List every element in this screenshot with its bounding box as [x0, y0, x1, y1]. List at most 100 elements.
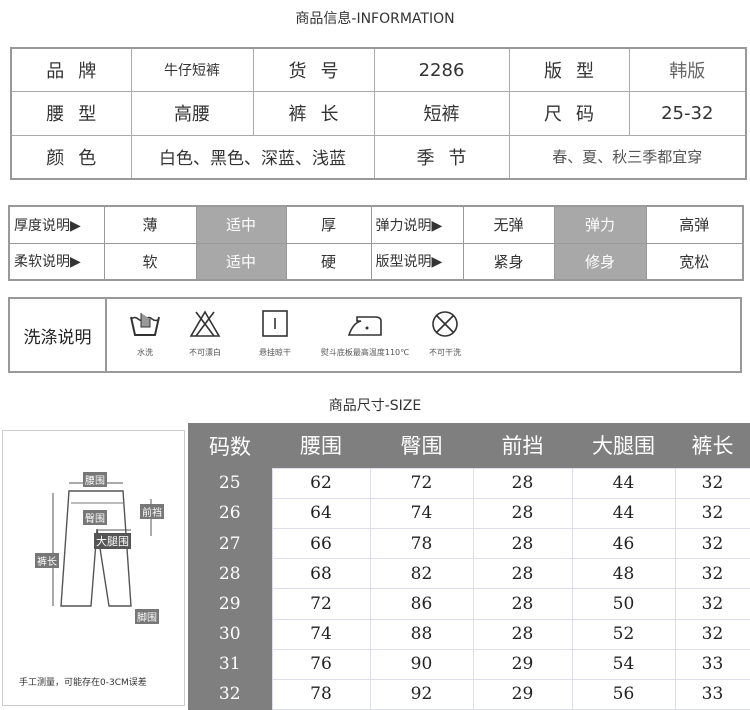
info-value: 高腰: [130, 91, 254, 136]
size-value-cell: 32: [674, 588, 750, 620]
size-row: 26 64 74 28 44 32: [188, 497, 750, 530]
attribute-option: 宽松: [645, 242, 744, 281]
info-label: 颜色: [10, 134, 132, 180]
size-value-cell: 28: [472, 588, 573, 620]
size-value-cell: 74: [271, 618, 371, 650]
measurement-diagram: 腰围 臀围 前裆 大腿围 裤长 脚围 手工测量，可能存在0-3CM误差: [2, 430, 185, 706]
attribute-option-selected: 修身: [553, 242, 647, 281]
info-label: 季节: [373, 134, 510, 180]
size-header-cell: 码数: [188, 423, 272, 469]
size-value-cell: 32: [674, 618, 750, 650]
size-value-cell: 33: [674, 678, 750, 710]
diagram-label-hem: 脚围: [135, 609, 159, 624]
attribute-option-selected: 适中: [195, 242, 287, 281]
wash-text: 悬挂晾干: [259, 348, 291, 357]
attribute-row: 厚度说明▶ 薄 适中 厚 弹力说明▶ 无弹 弹力 高弹: [8, 205, 744, 244]
wash-label: 洗涤说明: [10, 299, 107, 371]
size-value-cell: 32: [674, 467, 750, 499]
size-row: 25 62 72 28 44 32: [188, 467, 750, 499]
wash-item: 熨斗底板最高温度110℃: [310, 309, 420, 358]
size-table: 码数 腰围 臀围 前挡 大腿围 裤长 25 62 72 28 44 32 26 64 74 28 44 32 27…: [188, 423, 750, 710]
size-value-cell: 32: [674, 497, 750, 530]
size-code-cell: 29: [188, 588, 272, 620]
size-header-cell: 臀围: [370, 423, 473, 469]
product-info-table: 品牌 牛仔短裤 货号 2286 版型 韩版 腰型 高腰 裤长 短裤 尺码 25-…: [10, 47, 747, 180]
size-value-cell: 50: [571, 588, 676, 620]
diagram-label-length: 裤长: [35, 553, 59, 568]
thickness-label: 厚度说明▶: [8, 205, 105, 244]
size-value-cell: 56: [571, 678, 676, 710]
size-row: 29 72 86 28 50 32: [188, 588, 750, 620]
info-label: 尺码: [508, 91, 630, 136]
size-value-cell: 86: [369, 588, 474, 620]
size-value-cell: 76: [271, 648, 371, 680]
size-header-cell: 裤长: [675, 423, 750, 469]
info-value: 白色、黑色、深蓝、浅蓝: [130, 134, 375, 180]
size-value-cell: 90: [369, 648, 474, 680]
size-value-cell: 28: [472, 618, 573, 650]
size-value-cell: 78: [271, 678, 371, 710]
info-row: 腰型 高腰 裤长 短裤 尺码 25-32: [10, 91, 747, 136]
size-value-cell: 74: [369, 497, 474, 530]
diagram-label-waist: 腰围: [83, 472, 107, 487]
size-title: 商品尺寸-SIZE: [328, 398, 422, 414]
size-value-cell: 32: [674, 558, 750, 590]
info-label: 版型: [508, 47, 630, 93]
size-value-cell: 72: [369, 467, 474, 499]
attribute-option-selected: 弹力: [553, 205, 647, 244]
wash-text: 不可漂白: [189, 348, 221, 357]
size-value-cell: 62: [271, 467, 371, 499]
wash-item: 水洗: [95, 309, 195, 358]
size-value-cell: 28: [472, 467, 573, 499]
info-value: 2286: [373, 47, 510, 93]
iron-icon: [347, 316, 382, 336]
size-code-cell: 31: [188, 649, 272, 680]
size-value-cell: 64: [271, 497, 371, 530]
wash-instructions: 洗涤说明 水洗 不可漂白 悬挂晾干 熨斗底板最高温度110℃ 不可干洗: [8, 297, 742, 373]
info-value: 25-32: [628, 91, 747, 136]
info-row: 品牌 牛仔短裤 货号 2286 版型 韩版: [10, 47, 747, 93]
wash-text: 水洗: [137, 348, 153, 357]
size-header-row: 码数 腰围 臀围 前挡 大腿围 裤长: [188, 423, 750, 469]
size-value-cell: 82: [369, 558, 474, 590]
size-code-cell: 30: [188, 619, 272, 650]
size-value-cell: 92: [369, 678, 474, 710]
info-label: 品牌: [10, 47, 132, 93]
info-value: 春、夏、秋三季都宜穿: [508, 134, 747, 180]
attribute-option-selected: 适中: [195, 205, 287, 244]
size-value-cell: 44: [571, 497, 676, 530]
diagram-label-thigh: 大腿围: [94, 533, 131, 549]
attribute-option: 紧身: [462, 242, 555, 281]
size-value-cell: 48: [571, 558, 676, 590]
info-label: 货号: [252, 47, 375, 93]
size-value-cell: 28: [472, 497, 573, 530]
pants-diagram: [52, 482, 152, 607]
size-value-cell: 52: [571, 618, 676, 650]
size-value-cell: 88: [369, 618, 474, 650]
attribute-option: 厚: [285, 205, 372, 244]
wash-item: 悬挂晾干: [225, 309, 325, 358]
hand-wash-icon: [130, 313, 160, 336]
attribute-table: 厚度说明▶ 薄 适中 厚 弹力说明▶ 无弹 弹力 高弹 柔软说明▶ 软 适中 硬…: [8, 205, 744, 281]
fit-label: 版型说明▶: [370, 242, 464, 281]
size-row: 31 76 90 29 54 33: [188, 648, 750, 680]
size-value-cell: 54: [571, 648, 676, 680]
measurement-note: 手工测量，可能存在0-3CM误差: [19, 678, 147, 688]
wash-item: 不可漂白: [155, 309, 255, 358]
attribute-row: 柔软说明▶ 软 适中 硬 版型说明▶ 紧身 修身 宽松: [8, 242, 744, 281]
info-value: 牛仔短裤: [130, 47, 254, 93]
size-value-cell: 29: [472, 648, 573, 680]
wash-text: 熨斗底板最高温度110℃: [320, 348, 410, 357]
diagram-label-rise: 前裆: [140, 504, 164, 519]
size-value-cell: 78: [369, 528, 474, 560]
size-code-cell: 28: [188, 558, 272, 589]
attribute-option: 软: [103, 242, 197, 281]
softness-label: 柔软说明▶: [8, 242, 105, 281]
elasticity-label: 弹力说明▶: [370, 205, 464, 244]
attribute-option: 硬: [285, 242, 372, 281]
info-label: 腰型: [10, 91, 132, 136]
size-row: 28 68 82 28 48 32: [188, 558, 750, 590]
size-row: 27 66 78 28 46 32: [188, 528, 750, 560]
size-value-cell: 29: [472, 678, 573, 710]
size-value-cell: 28: [472, 558, 573, 590]
